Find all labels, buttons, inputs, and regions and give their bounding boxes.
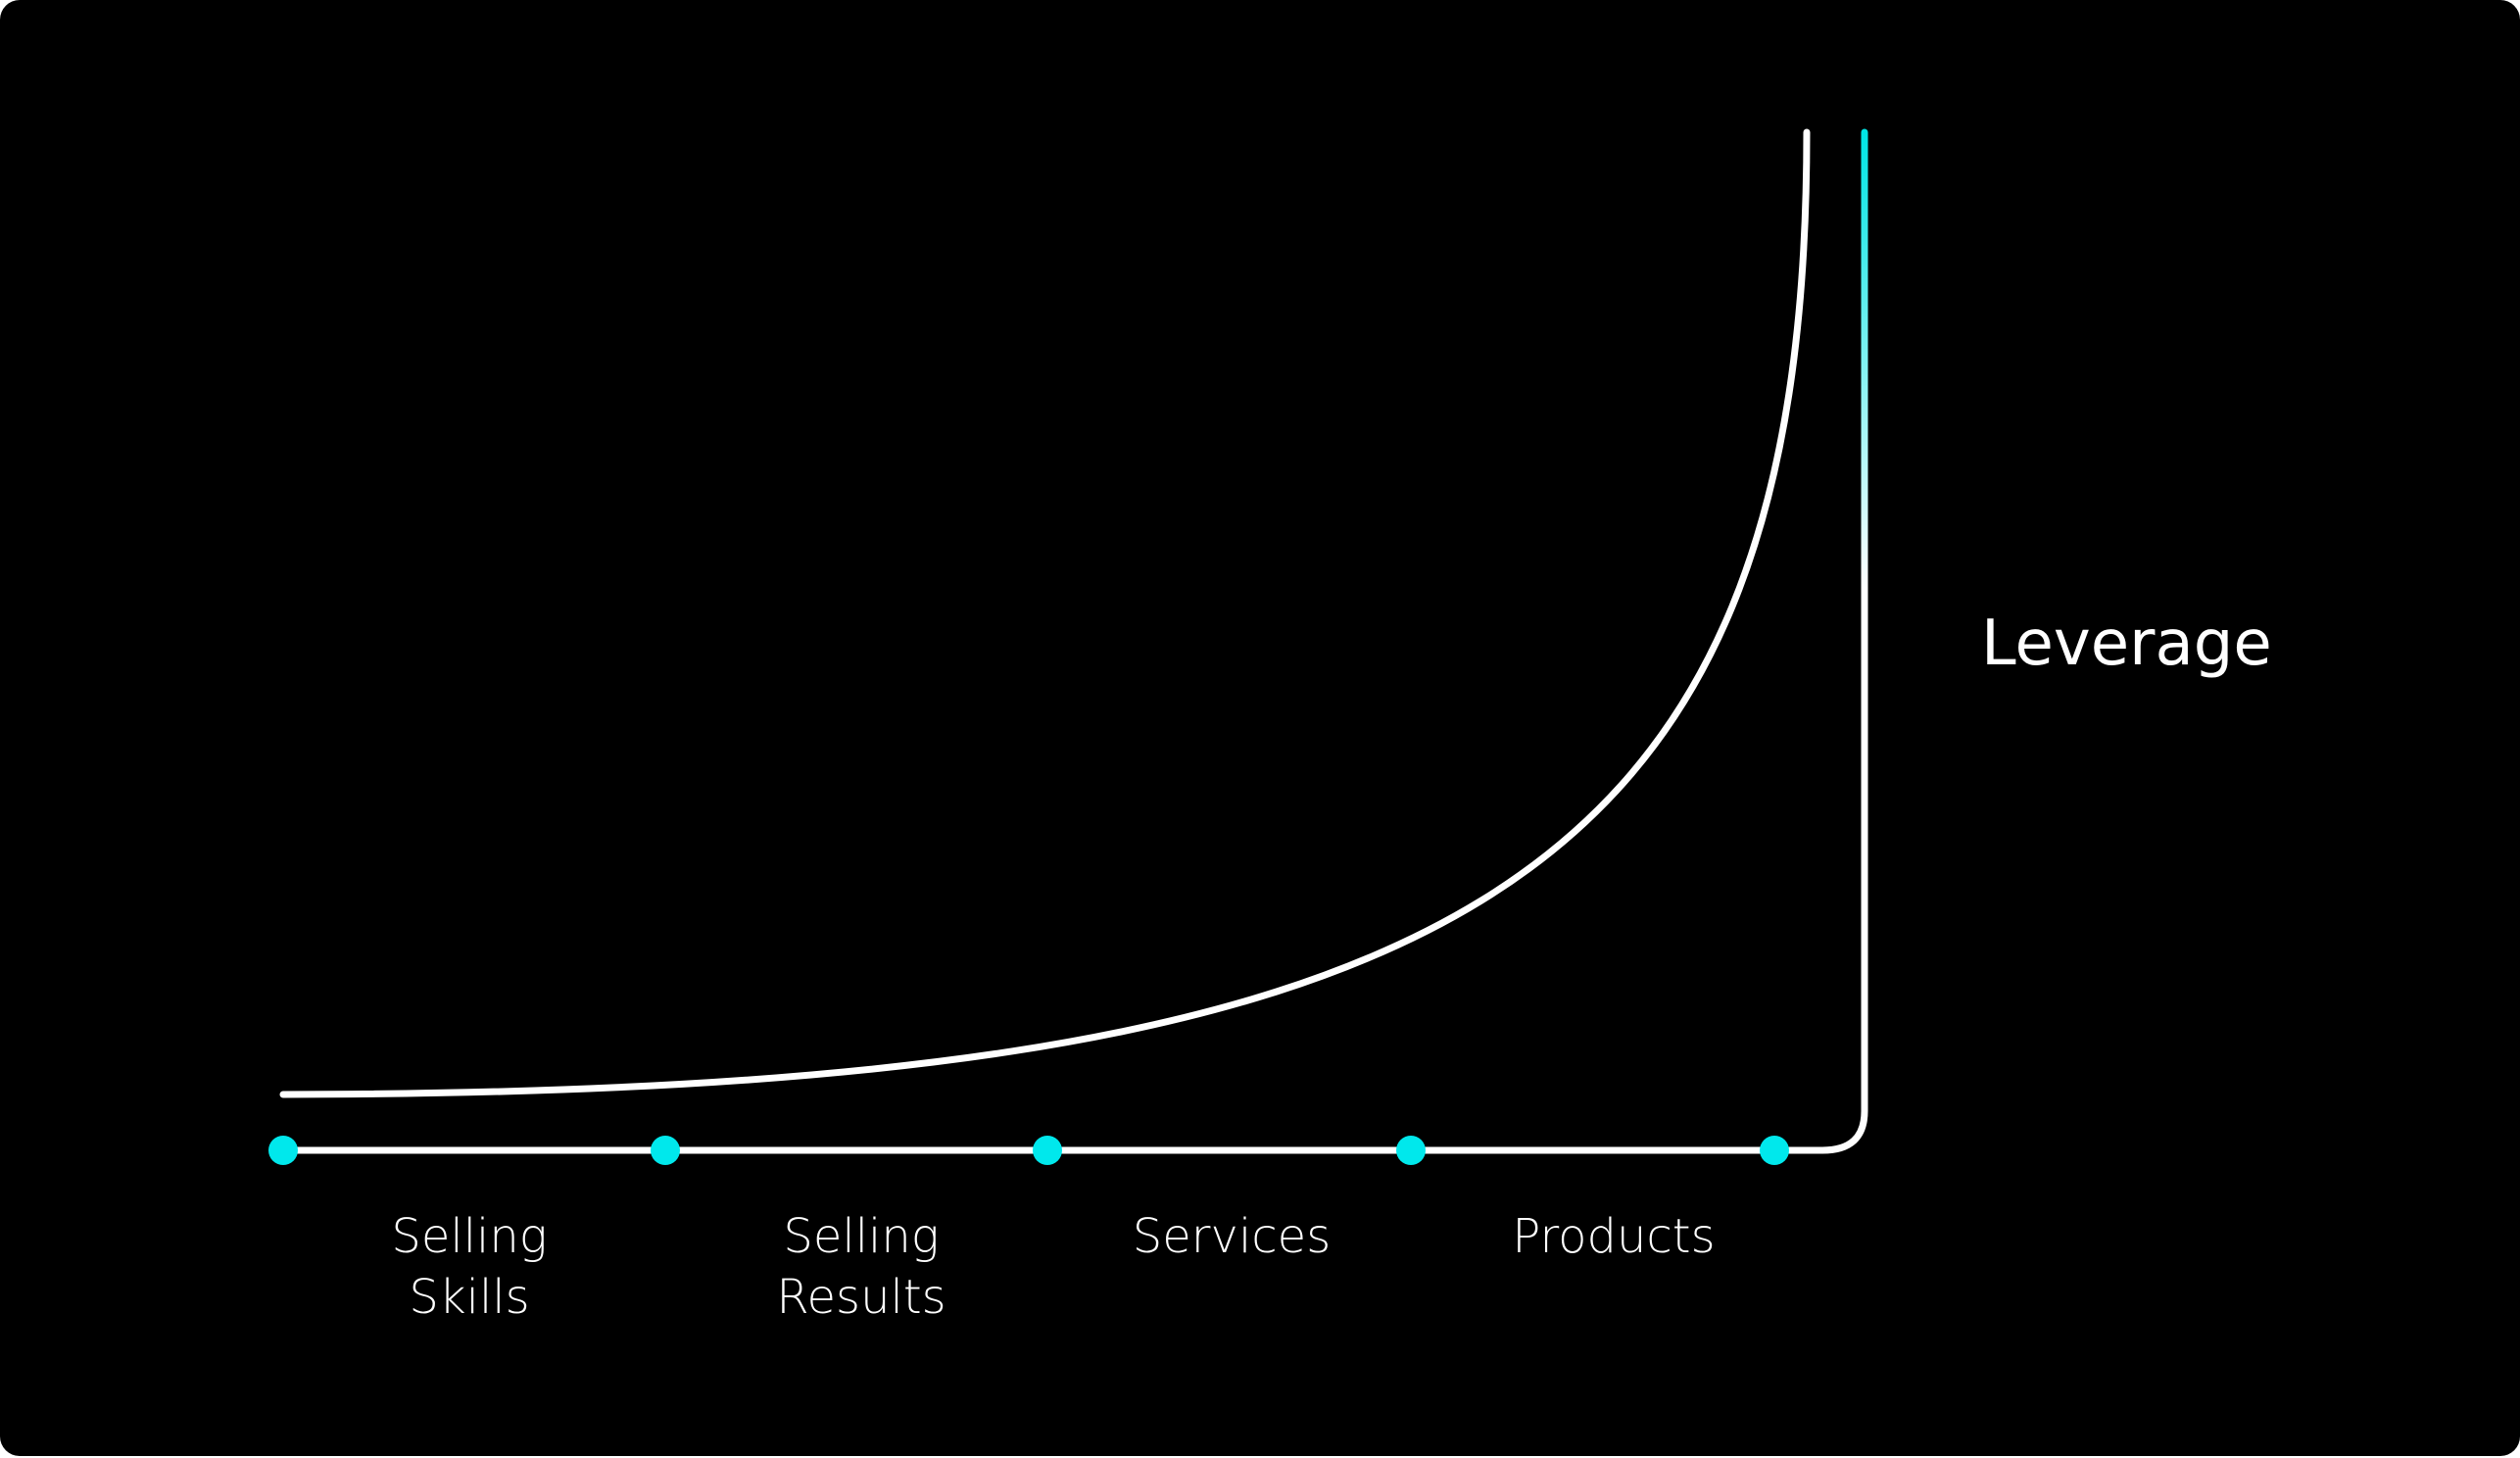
stage-label: Selling Results [776, 1209, 945, 1325]
stage-label-line: Products [1512, 1209, 1715, 1264]
stage-dot [651, 1136, 680, 1165]
stage-label-line: Results [776, 1270, 945, 1325]
stage-dot [1396, 1136, 1426, 1165]
growth-curve [279, 128, 1811, 1098]
stage-dots [268, 1136, 1789, 1165]
axis-label: Leverage [1981, 608, 2272, 680]
stage-label-line: Selling [391, 1209, 547, 1264]
stage-dot [1033, 1136, 1062, 1165]
stage-label: Products [1512, 1209, 1715, 1264]
stage-labels: Selling Skills Selling Results Services Produ… [391, 1209, 1715, 1325]
stage-label-line: Services [1133, 1209, 1331, 1264]
axis-line [279, 128, 1868, 1154]
stage-label-line: Selling [783, 1209, 939, 1264]
stage-label: Selling Skills [391, 1209, 547, 1325]
stage-label: Services [1133, 1209, 1331, 1264]
stage-label-line: Skills [409, 1270, 529, 1325]
stage-dot [268, 1136, 298, 1165]
stage-dot [1760, 1136, 1789, 1165]
